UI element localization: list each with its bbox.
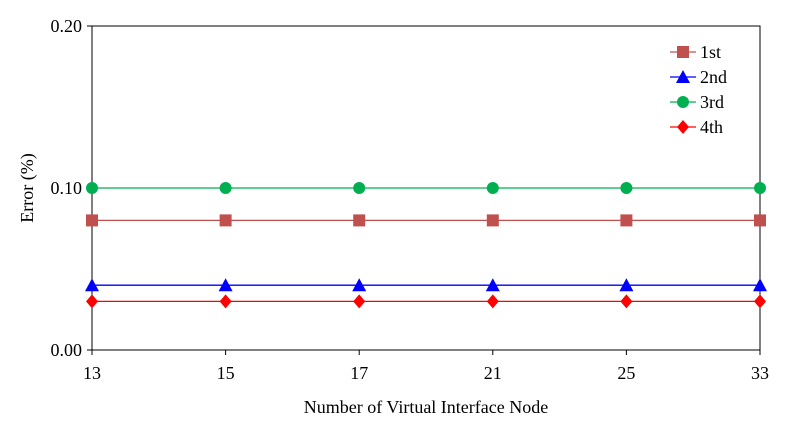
x-tick-label: 13 (83, 363, 101, 383)
data-point (619, 278, 634, 292)
series-3rd (86, 182, 766, 194)
data-point (754, 294, 766, 309)
data-point (86, 182, 98, 194)
legend-label: 3rd (700, 92, 724, 112)
legend-item: 3rd (670, 92, 724, 112)
x-tick-label: 17 (350, 363, 368, 383)
legend-marker (677, 96, 689, 108)
legend-label: 2nd (700, 67, 727, 87)
data-point (218, 278, 233, 292)
data-point (485, 278, 500, 292)
legend-label: 1st (700, 42, 721, 62)
legend-marker (677, 46, 689, 58)
data-point (486, 182, 499, 194)
y-axis-ticks: 0.00 0.10 0.20 (51, 16, 92, 360)
data-point (219, 294, 232, 309)
data-point (219, 182, 232, 194)
data-point (753, 278, 767, 292)
data-point (620, 294, 633, 309)
x-tick-label: 21 (484, 363, 502, 383)
data-point (754, 182, 766, 194)
data-point (754, 214, 766, 227)
legend: 1st 2nd 3rd 4th (670, 42, 727, 137)
data-point (486, 214, 499, 227)
data-point (486, 294, 499, 309)
y-tick-label: 0.10 (51, 178, 83, 198)
legend-item: 1st (670, 42, 721, 62)
data-point (86, 294, 98, 309)
legend-marker (677, 120, 689, 134)
y-axis-title: Error (%) (17, 153, 38, 222)
y-tick-label: 0.00 (51, 340, 83, 360)
series-4th (86, 294, 766, 309)
legend-item: 2nd (670, 67, 727, 87)
legend-item: 4th (670, 117, 723, 137)
data-point (620, 182, 633, 194)
data-point (353, 214, 366, 227)
data-point (86, 214, 98, 227)
data-point (85, 278, 99, 292)
x-tick-label: 25 (617, 363, 635, 383)
x-tick-label: 33 (751, 363, 769, 383)
data-point (353, 182, 366, 194)
series-layer (85, 182, 767, 309)
series-2nd (85, 278, 767, 292)
x-tick-label: 15 (217, 363, 235, 383)
legend-label: 4th (700, 117, 723, 137)
data-point (352, 278, 367, 292)
legend-marker (676, 70, 690, 83)
y-tick-label: 0.20 (51, 16, 83, 36)
data-point (620, 214, 633, 227)
data-point (353, 294, 366, 309)
x-axis-ticks: 13 15 17 21 25 33 (83, 350, 769, 383)
data-point (219, 214, 232, 227)
series-1st (86, 214, 766, 227)
x-axis-title: Number of Virtual Interface Node (304, 397, 549, 417)
